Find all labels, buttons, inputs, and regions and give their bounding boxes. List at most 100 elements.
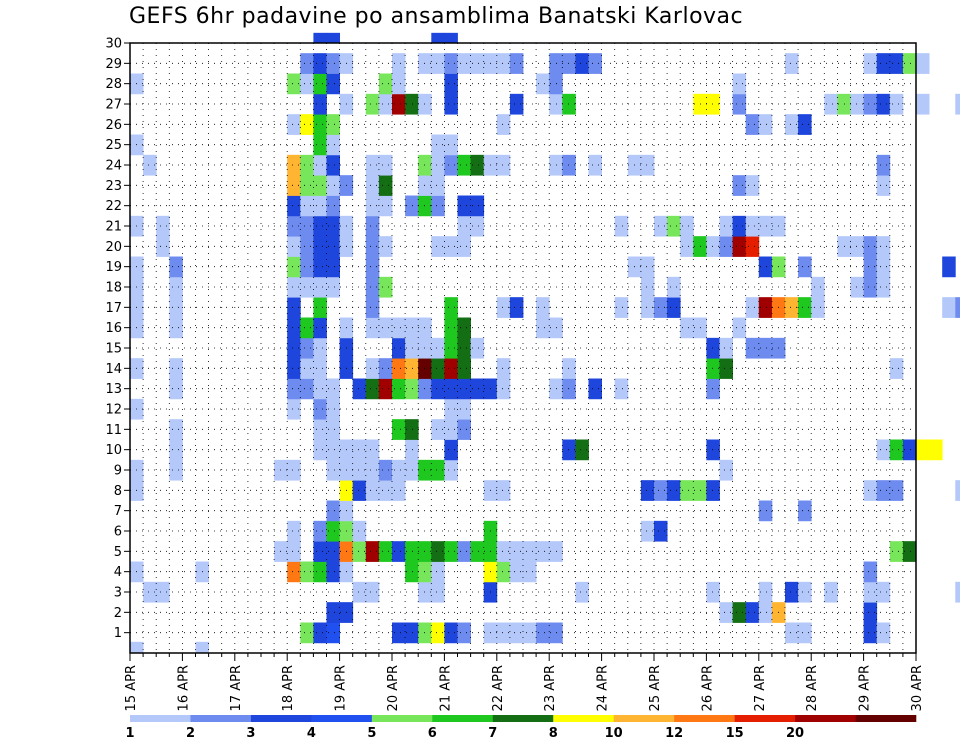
heatmap-cell: [365, 236, 380, 257]
heatmap-cell: [392, 93, 406, 115]
heatmap-cell: [549, 53, 563, 74]
x-tick-label: 24 APR: [596, 665, 611, 711]
heatmap-cell: [300, 276, 314, 298]
heatmap-cell: [798, 622, 812, 644]
y-tick-label: 12: [105, 403, 122, 418]
heatmap-cell: [758, 215, 773, 237]
page-title: GEFS 6hr padavine po ansamblima Banatski…: [129, 4, 744, 29]
y-tick-label: 24: [105, 159, 122, 174]
heatmap-cell: [300, 154, 314, 176]
heatmap-cell: [352, 581, 367, 603]
heatmap-cell: [876, 581, 891, 603]
heatmap-cell: [745, 114, 760, 135]
y-tick-label: 11: [105, 423, 122, 438]
heatmap-cell: [614, 215, 629, 237]
heatmap-cell: [431, 459, 445, 481]
heatmap-cell: [470, 154, 485, 176]
y-axis: 1234567891011121314151617181920212223242…: [105, 37, 130, 641]
heatmap-cell: [863, 561, 878, 583]
x-tick-label: 25 APR: [648, 665, 663, 711]
heatmap-cell: [431, 622, 445, 644]
heatmap-cell: [889, 480, 904, 501]
x-tick-label: 17 APR: [229, 665, 244, 711]
heatmap-cell: [326, 215, 340, 237]
y-tick-label: 29: [105, 57, 122, 72]
heatmap-cell: [365, 480, 380, 501]
heatmap-cell: [549, 378, 563, 400]
heatmap-cell: [706, 378, 720, 400]
y-tick-label: 23: [105, 179, 122, 194]
colorbar-label: 2: [186, 726, 195, 741]
heatmap-cell: [863, 480, 878, 501]
heatmap-cell: [719, 358, 733, 379]
heatmap-cell: [287, 73, 301, 95]
heatmap-cell: [326, 459, 340, 481]
colorbar-swatch: [432, 715, 494, 722]
heatmap-cell: [758, 337, 773, 359]
heatmap-cell: [378, 175, 393, 196]
heatmap-cell: [444, 378, 458, 400]
heatmap-cell: [169, 459, 183, 481]
y-tick-label: 18: [105, 281, 122, 296]
heatmap-cell: [863, 236, 878, 257]
colorbar-swatch: [492, 715, 554, 722]
heatmap-cell: [706, 439, 720, 461]
heatmap-cell: [732, 93, 747, 115]
heatmap-cell: [876, 256, 891, 278]
heatmap-cell: [719, 459, 733, 481]
heatmap-cell: [313, 215, 327, 237]
heatmap-cell: [156, 215, 170, 237]
heatmap-cell: [378, 195, 393, 217]
colorbar-swatch: [130, 715, 191, 722]
x-tick-label: 28 APR: [805, 665, 820, 711]
heatmap-cell: [313, 195, 327, 217]
x-tick-label: 18 APR: [281, 665, 296, 711]
heatmap-cell: [732, 73, 747, 95]
heatmap-cell: [326, 175, 340, 196]
heatmap-cell: [496, 378, 511, 400]
heatmap-cell: [876, 622, 891, 644]
heatmap-cell: [496, 480, 511, 501]
heatmap-cell: [785, 53, 799, 74]
heatmap-cell: [496, 561, 511, 583]
heatmap-cell: [785, 622, 799, 644]
heatmap-cell: [496, 53, 511, 74]
heatmap-cell: [509, 622, 524, 644]
x-tick-label: 29 APR: [858, 665, 873, 711]
colorbar-swatch: [311, 715, 373, 722]
heatmap-cell: [300, 256, 314, 278]
heatmap-cell: [824, 93, 838, 115]
heatmap-cell: [313, 53, 327, 74]
heatmap-cell: [444, 73, 458, 95]
x-tick-label: 16 APR: [176, 665, 191, 711]
heatmap-cell: [457, 398, 471, 420]
x-tick-label: 15 APR: [124, 665, 139, 711]
heatmap-cell: [536, 73, 550, 95]
heatmap-cell: [902, 541, 917, 562]
heatmap-cell: [536, 622, 550, 644]
heatmap-cell: [745, 215, 760, 237]
heatmap-cell: [378, 378, 393, 400]
heatmap-cell: [287, 175, 301, 196]
heatmap-cell: [326, 236, 340, 257]
heatmap-cell: [667, 276, 681, 298]
heatmap-cell: [680, 236, 694, 257]
heatmap-cell: [431, 561, 445, 583]
heatmap-cell: [444, 317, 458, 339]
heatmap-cell: [326, 195, 340, 217]
heatmap-cell: [680, 215, 694, 237]
heatmap-cell: [536, 317, 550, 339]
heatmap-cell: [352, 439, 367, 461]
heatmap-cell: [798, 114, 812, 135]
heatmap-cell: [313, 622, 327, 644]
heatmap-cell: [955, 581, 960, 603]
heatmap-cell: [496, 622, 511, 644]
heatmap-cell: [313, 317, 327, 339]
heatmap-cell: [444, 358, 458, 379]
heatmap-cell: [313, 358, 327, 379]
heatmap-cell: [706, 93, 720, 115]
y-tick-label: 28: [105, 77, 122, 92]
colorbar-label: 20: [786, 726, 804, 741]
y-tick-label: 8: [114, 484, 122, 499]
heatmap-cell: [392, 53, 406, 74]
